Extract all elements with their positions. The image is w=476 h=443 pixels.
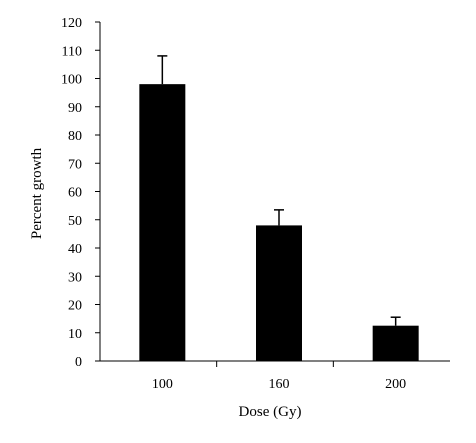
y-tick-label: 50 bbox=[68, 214, 82, 229]
y-tick-label: 70 bbox=[68, 157, 82, 172]
y-tick-label: 0 bbox=[75, 355, 82, 370]
y-tick-label: 60 bbox=[68, 186, 82, 201]
chart-bars bbox=[139, 84, 419, 362]
x-tick-label: 200 bbox=[385, 377, 406, 392]
x-axis-ticks: 100 160 200 bbox=[152, 361, 406, 392]
x-tick-label: 100 bbox=[152, 377, 173, 392]
bar-160 bbox=[256, 225, 302, 361]
bar-100 bbox=[139, 84, 186, 362]
x-axis-label: Dose (Gy) bbox=[239, 404, 302, 420]
y-tick-label: 30 bbox=[68, 270, 82, 285]
y-tick-label: 40 bbox=[68, 242, 82, 257]
chart-error-bars bbox=[157, 55, 401, 326]
y-tick-label: 120 bbox=[61, 16, 82, 31]
y-tick-label: 100 bbox=[61, 73, 82, 88]
x-tick-label: 160 bbox=[269, 377, 290, 392]
y-axis-ticks: 0 10 20 30 40 50 60 70 80 90 100 110 120 bbox=[61, 16, 100, 370]
y-tick-label: 80 bbox=[68, 129, 82, 144]
y-tick-label: 20 bbox=[68, 299, 82, 314]
y-tick-label: 90 bbox=[68, 101, 82, 116]
bar-200 bbox=[372, 325, 419, 361]
y-tick-label: 10 bbox=[68, 327, 82, 342]
y-tick-label: 110 bbox=[62, 44, 82, 59]
y-axis-label: Percent growth bbox=[29, 147, 45, 239]
